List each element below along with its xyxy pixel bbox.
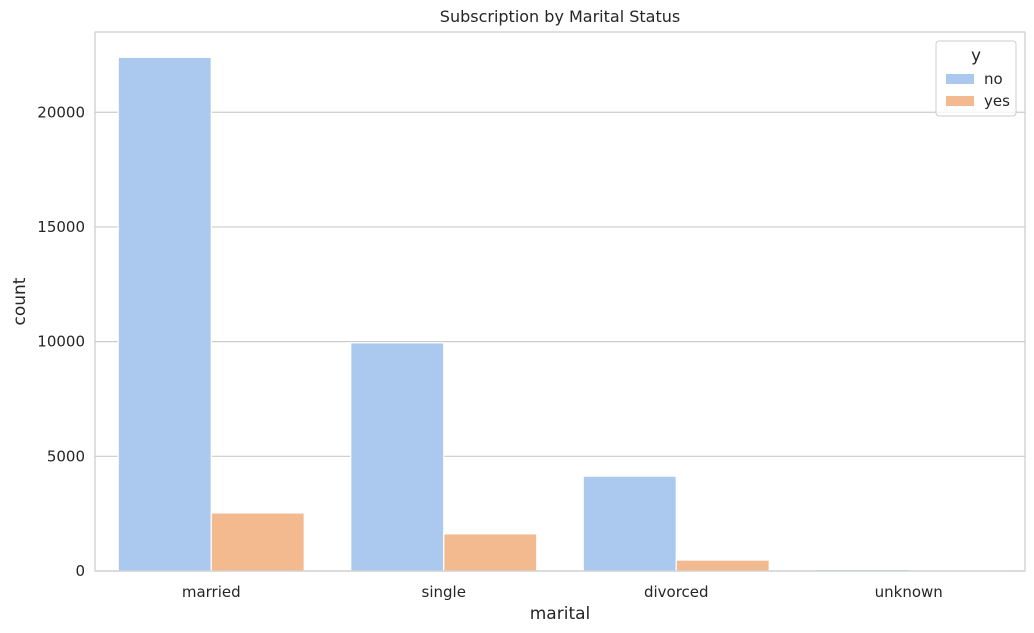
bar-no-married (117, 56, 212, 572)
bars (117, 56, 1003, 572)
x-tick-label: single (422, 583, 466, 601)
legend-swatch-no (946, 74, 974, 84)
x-tick-label: unknown (875, 583, 943, 601)
bar-yes-divorced (675, 559, 770, 572)
y-tick-label: 15000 (37, 218, 85, 236)
x-axis-label: marital (530, 604, 591, 624)
bar-yes-married (210, 512, 305, 572)
plot-frame (94, 31, 1026, 572)
legend-label-no: no (984, 70, 1003, 88)
x-tick-label: divorced (644, 583, 709, 601)
legend-label-yes: yes (984, 92, 1010, 110)
legend-swatch-yes (946, 96, 974, 106)
legend-items: no yes (946, 70, 1010, 110)
y-axis-label: count (10, 277, 30, 325)
y-tick-label: 20000 (37, 103, 85, 121)
y-tick-labels: 0 5000 10000 15000 20000 (37, 103, 85, 580)
x-tick-label: married (182, 583, 241, 601)
legend-title: y (971, 46, 981, 66)
y-tick-label: 10000 (37, 333, 85, 351)
legend: y no yes (935, 40, 1017, 117)
bar-no-divorced (582, 475, 677, 572)
y-tick-label: 0 (75, 562, 85, 580)
bar-yes-single (443, 533, 538, 572)
chart-title: Subscription by Marital Status (440, 7, 680, 26)
x-tick-labels: married single divorced unknown (182, 583, 943, 601)
gridlines (95, 111, 1025, 572)
bar-no-single (350, 342, 445, 572)
y-tick-label: 5000 (47, 447, 85, 465)
